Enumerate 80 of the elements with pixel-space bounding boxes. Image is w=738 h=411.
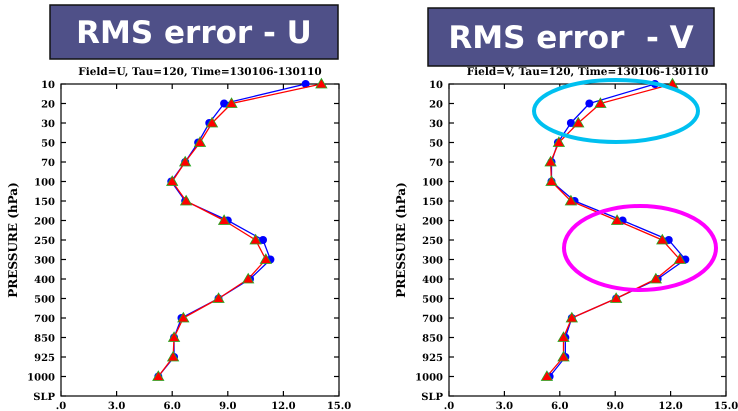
y-tick-label: 250: [34, 236, 56, 247]
point: [540, 370, 553, 381]
y-tick-label: 70: [41, 158, 56, 169]
point: [315, 78, 328, 88]
x-tick-label: 15.0: [714, 401, 738, 411]
y-tick-label: 30: [41, 119, 56, 130]
y-tick-label: 10: [429, 80, 444, 91]
point: [594, 98, 606, 108]
x-tick-label: .0: [444, 401, 454, 411]
x-tick-label: 9.0: [606, 401, 624, 411]
x-tick-label: 15.0: [326, 401, 352, 411]
point: [180, 195, 192, 206]
y-tick-label: 250: [422, 236, 444, 247]
point: [552, 136, 565, 147]
point: [650, 273, 662, 284]
y-tick-label: 100: [34, 178, 56, 188]
y-tick-label: 200: [34, 216, 56, 228]
point: [167, 351, 180, 362]
y-tick-label: 200: [422, 216, 444, 228]
point: [558, 332, 570, 342]
x-tick-label: 9.0: [219, 401, 237, 411]
y-tick-label: 150: [422, 197, 444, 208]
point: [226, 98, 238, 108]
y-tick-label: 850: [422, 334, 444, 344]
y-tick-label: 700: [34, 314, 56, 325]
y-tick-label: 700: [422, 314, 444, 325]
point: [564, 195, 577, 206]
y-axis-title: PRESSURE (hPa): [6, 182, 20, 298]
point: [220, 100, 228, 108]
y-tick-label: 70: [429, 158, 444, 169]
y-tick-label: 150: [34, 197, 56, 208]
point: [572, 117, 584, 128]
point: [585, 100, 594, 108]
x-tick-label: .0: [56, 401, 66, 411]
chart-subtitle: Field=U, Tau=120, Time=130106-130110: [78, 66, 322, 78]
y-tick-label: 20: [41, 100, 56, 110]
chart-title: RMS error - U: [76, 15, 312, 51]
point: [218, 214, 230, 225]
y-tick-label: 1000: [27, 372, 56, 384]
y-tick-label: 300: [422, 256, 444, 266]
point: [260, 254, 272, 264]
point: [206, 117, 218, 128]
y-tick-label: 500: [34, 294, 56, 306]
point: [656, 234, 668, 244]
y-tick-label: 50: [429, 138, 444, 150]
y-tick-label: 20: [429, 100, 444, 110]
point: [177, 312, 190, 322]
y-tick-label: 1000: [415, 372, 444, 384]
point: [544, 156, 556, 166]
point: [242, 273, 254, 284]
point: [566, 119, 575, 127]
point: [674, 254, 686, 264]
chart-subtitle: Field=V, Tau=120, Time=130106-130110: [466, 66, 708, 78]
x-tick-label: 6.0: [163, 401, 181, 411]
x-tick-label: 3.0: [496, 401, 514, 411]
y-axis-title: PRESSURE (hPa): [394, 182, 408, 298]
y-tick-label: SLP: [421, 392, 444, 403]
y-tick-label: 850: [34, 334, 56, 344]
y-tick-label: 925: [422, 353, 444, 364]
y-tick-label: SLP: [33, 392, 56, 403]
point: [250, 234, 262, 244]
point: [558, 351, 570, 362]
y-tick-label: 50: [41, 138, 56, 150]
chart-title: RMS error - V: [448, 20, 694, 56]
y-tick-label: 500: [422, 294, 444, 306]
point: [259, 236, 268, 244]
point: [194, 136, 206, 147]
y-tick-label: 300: [34, 256, 56, 266]
y-tick-label: 30: [429, 119, 444, 130]
x-tick-label: 6.0: [551, 401, 569, 411]
y-tick-label: 10: [41, 80, 56, 91]
x-tick-label: 12.0: [271, 401, 296, 411]
point: [166, 176, 178, 186]
y-tick-label: 925: [34, 353, 56, 364]
y-tick-label: 400: [422, 275, 444, 286]
y-tick-label: 400: [34, 275, 56, 286]
y-tick-label: 100: [422, 178, 444, 188]
x-tick-label: 12.0: [658, 401, 683, 411]
x-tick-label: 3.0: [108, 401, 126, 411]
point: [611, 214, 623, 225]
